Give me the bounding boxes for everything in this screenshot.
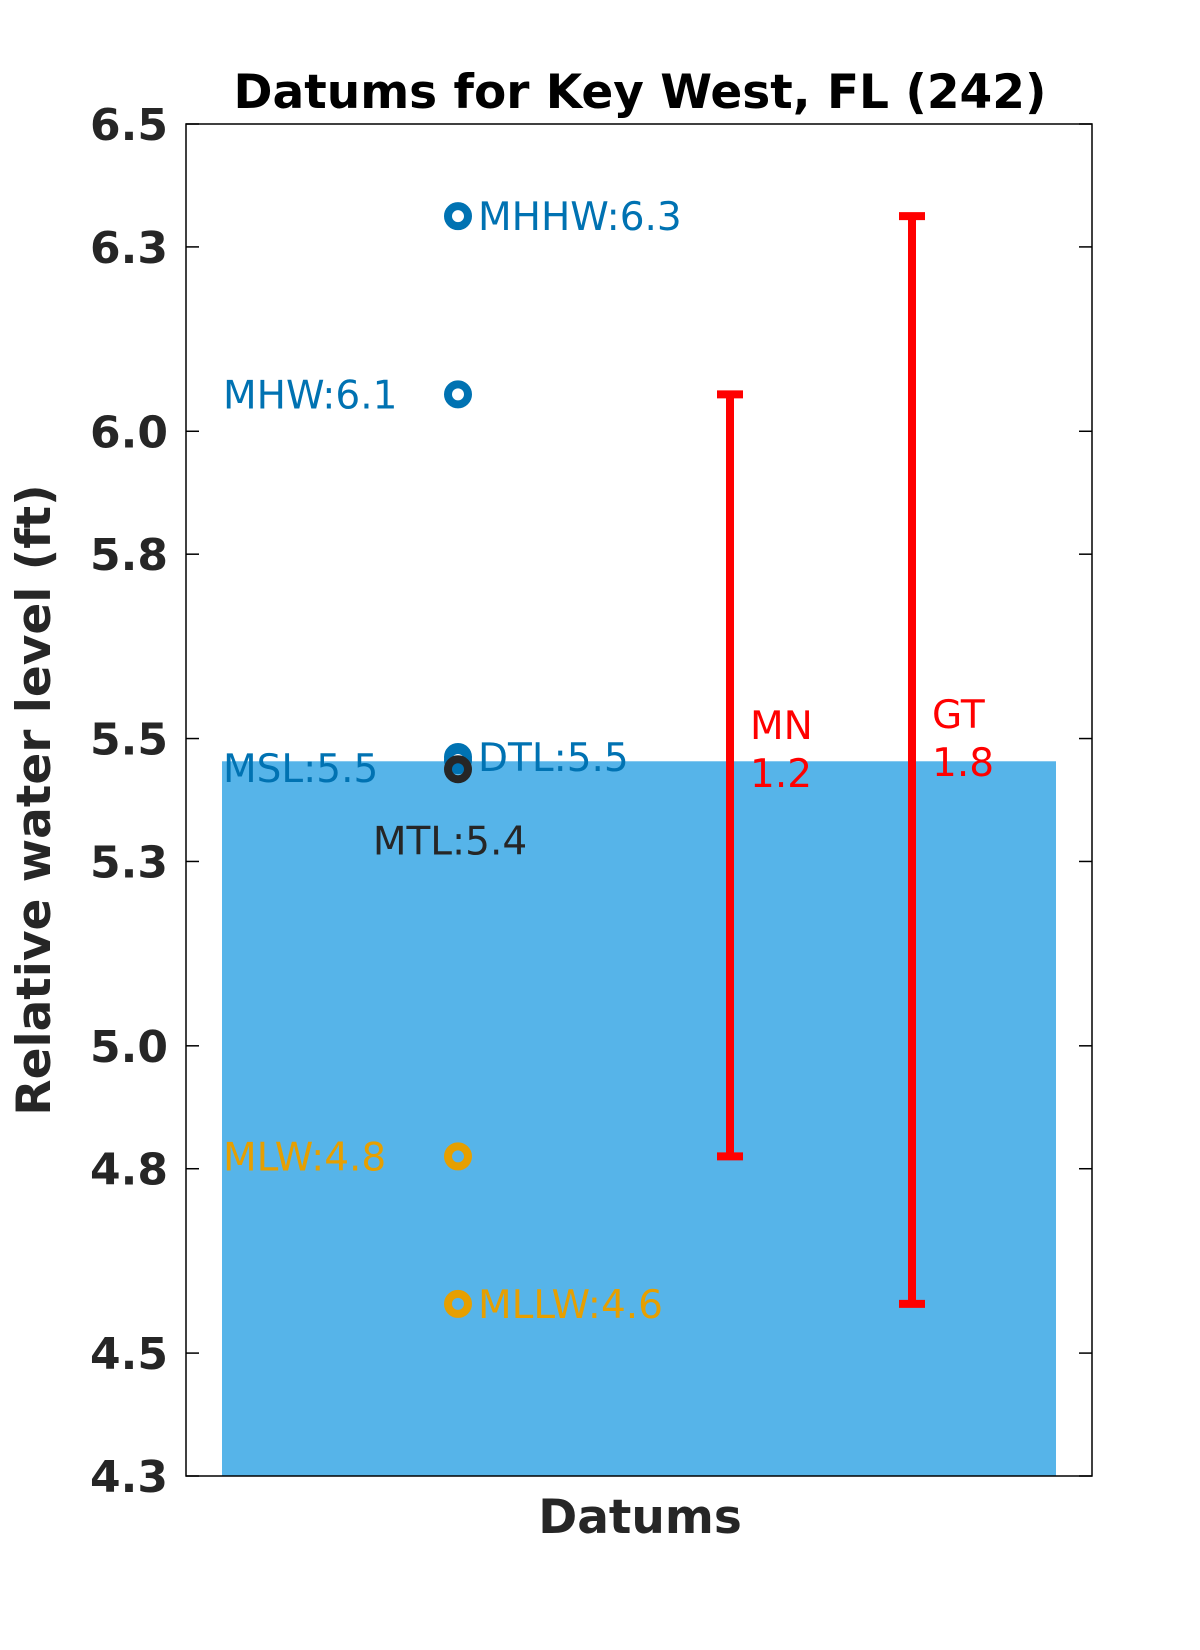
range-label-mn: MN	[750, 704, 813, 749]
point-label-mtl: MTL:5.4	[373, 819, 527, 864]
y-tick-label: 6.5	[90, 100, 168, 151]
y-tick-label: 6.3	[90, 223, 168, 274]
point-label-mlw: MLW:4.8	[223, 1135, 386, 1180]
y-tick-label: 5.0	[90, 1022, 168, 1073]
point-label-msl: MSL:5.5	[223, 747, 378, 792]
chart-title: Datums for Key West, FL (242)	[234, 65, 1047, 120]
y-tick-label: 4.5	[90, 1329, 168, 1380]
point-mtl	[444, 755, 472, 784]
y-tick-label: 5.5	[90, 715, 168, 766]
point-label-mllw: MLLW:4.6	[478, 1283, 663, 1328]
y-axis-label: Relative water level (ft)	[7, 484, 62, 1115]
y-tick-label: 6.0	[90, 407, 168, 458]
y-tick-label: 5.8	[90, 530, 168, 581]
x-axis-label: Datums	[538, 1490, 742, 1545]
point-mhhw	[444, 202, 472, 231]
point-label-dtl: DTL:5.5	[478, 736, 629, 781]
point-label-mhhw: MHHW:6.3	[478, 195, 682, 240]
range-value-mn: 1.2	[750, 752, 812, 797]
point-mllw	[444, 1289, 472, 1318]
y-tick-label: 4.8	[90, 1145, 168, 1196]
datum-bar	[222, 761, 1056, 1476]
range-label-gt: GT	[932, 693, 985, 738]
y-tick-label: 5.3	[90, 837, 168, 888]
range-value-gt: 1.8	[932, 741, 994, 786]
point-mlw	[444, 1142, 472, 1171]
point-label-mhw: MHW:6.1	[223, 373, 397, 418]
y-tick-label: 4.3	[90, 1452, 168, 1503]
point-mhw	[444, 380, 472, 409]
plot-frame	[185, 123, 1093, 1477]
